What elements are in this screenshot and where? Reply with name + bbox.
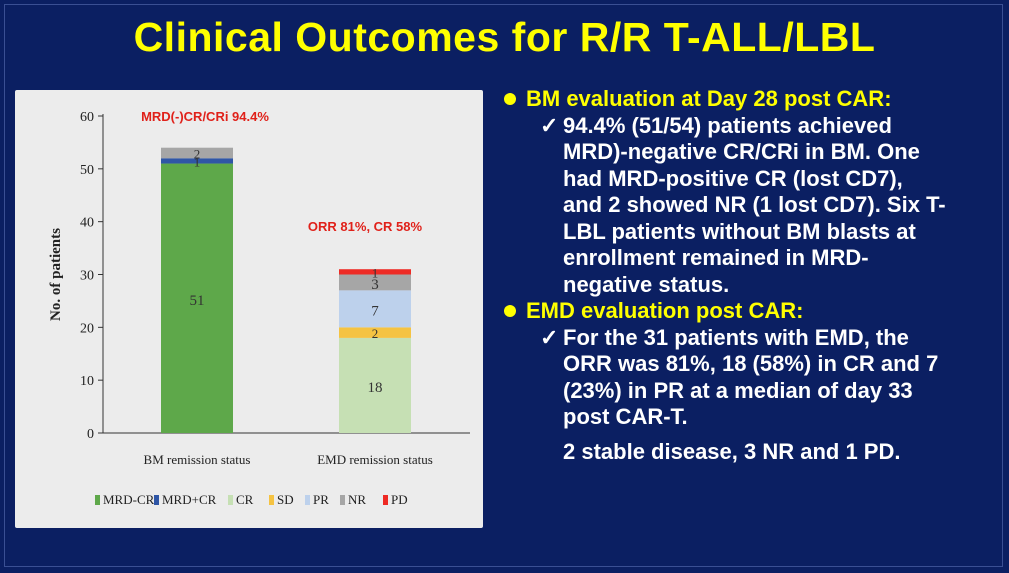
bar-segment-nr (161, 147, 233, 159)
sub-line: enrollment remained in MRD- (563, 245, 869, 270)
sub-line: and 2 showed NR (1 lost CD7). Six T- (563, 192, 946, 217)
slide-title: Clinical Outcomes for R/R T-ALL/LBL (133, 14, 876, 60)
legend-swatch (95, 495, 100, 505)
y-tick-label: 50 (80, 163, 94, 178)
sub-line: negative status. (563, 271, 730, 297)
y-tick-label: 40 (80, 216, 94, 231)
sub-line: had MRD-positive CR (lost CD7), (563, 165, 903, 191)
chart-panel: 0 10 20 30 40 50 60 No. of patients 51 1 2 BM remis… (15, 90, 483, 528)
data-label: 1 (194, 154, 201, 169)
legend-label: CR (236, 492, 254, 507)
data-label: 1 (372, 265, 379, 280)
data-label: 3 (371, 277, 379, 293)
bullet-dot-icon (504, 305, 516, 317)
sub-line: post CAR-T. (563, 404, 688, 429)
legend-label: PD (391, 492, 408, 507)
x-category-label: EMD remission status (317, 452, 433, 467)
data-label: 7 (371, 303, 379, 319)
legend-swatch (340, 495, 345, 505)
sub-line: LBL patients without BM blasts at (563, 218, 916, 244)
text-panel: BM evaluation at Day 28 post CAR: ✓ 94.4… (500, 86, 1000, 465)
bar-segment-sd (339, 327, 411, 338)
sub-line: 94.4% (51/54) patients achieved (563, 112, 892, 138)
annotation-bm: MRD(-)CR/CRi 94.4% (141, 109, 269, 124)
legend-swatch (269, 495, 274, 505)
legend-label: MRD-CR (103, 492, 155, 507)
legend-swatch (383, 495, 388, 505)
annotation-emd: ORR 81%, CR 58% (308, 219, 423, 234)
legend-label: PR (313, 492, 329, 507)
legend-swatch (228, 495, 233, 505)
sub-line: (23%) in PR at a median of day 33 (563, 377, 913, 403)
sub-line: For the 31 patients with EMD, the (563, 324, 909, 350)
y-tick-label: 10 (80, 374, 94, 389)
check-icon: ✓ (540, 112, 559, 138)
bar-segment-nr (339, 274, 411, 291)
data-label: 2 (194, 146, 201, 161)
sub-line: MRD)-negative CR/CRi in BM. One (563, 139, 920, 164)
legend-swatch (154, 495, 159, 505)
bullet-emd: EMD evaluation post CAR: (500, 298, 1000, 325)
legend-label: SD (277, 492, 294, 507)
y-tick-label: 20 (80, 321, 94, 336)
data-label: 18 (368, 380, 383, 396)
y-tick-label: 0 (87, 427, 94, 442)
bullet-dot-icon (504, 93, 516, 105)
bullet-heading: EMD evaluation post CAR: (526, 298, 804, 323)
y-axis-label: No. of patients (48, 228, 64, 321)
sub-line: ORR was 81%, 18 (58%) in CR and 7 (563, 351, 939, 376)
sub-bullet-emd: ✓ For the 31 patients with EMD, the ORR … (500, 325, 1000, 431)
bar-segment-cr (339, 337, 411, 433)
y-tick-label: 30 (80, 269, 94, 284)
check-icon: ✓ (540, 324, 559, 350)
bar-segment-pr (339, 290, 411, 328)
bar-segment-pd (339, 269, 411, 275)
data-label: 51 (190, 293, 205, 309)
y-tick-label: 60 (80, 110, 94, 125)
sub-bullet-bm: ✓ 94.4% (51/54) patients achieved MRD)-n… (500, 113, 1000, 299)
bar-segment-mrd-cr (161, 163, 233, 434)
x-category-label: BM remission status (144, 452, 251, 467)
bullet-bm: BM evaluation at Day 28 post CAR: (500, 86, 1000, 113)
bullet-heading: BM evaluation at Day 28 post CAR: (526, 86, 892, 111)
legend-label: NR (348, 492, 366, 507)
legend-swatch (305, 495, 310, 505)
data-label: 2 (372, 326, 379, 341)
slide-border (4, 4, 1003, 567)
bar-segment-mrd-cr (161, 158, 233, 164)
legend-label: MRD+CR (162, 492, 217, 507)
extra-line: 2 stable disease, 3 NR and 1 PD. (563, 438, 901, 464)
